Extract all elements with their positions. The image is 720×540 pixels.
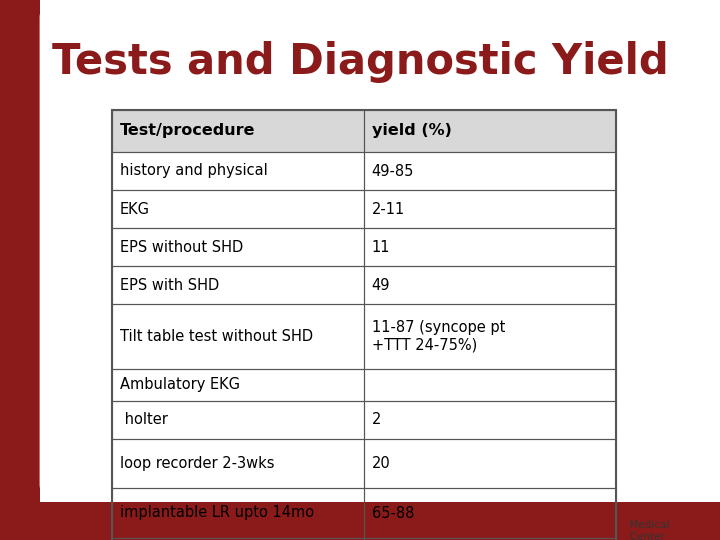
Bar xyxy=(364,266,616,304)
Bar xyxy=(112,266,364,304)
Bar xyxy=(364,401,616,439)
Bar xyxy=(112,401,364,439)
Bar xyxy=(112,110,364,152)
Text: EPS with SHD: EPS with SHD xyxy=(120,278,219,293)
Bar xyxy=(112,369,364,401)
Bar xyxy=(364,538,616,540)
Text: Ambulatory EKG: Ambulatory EKG xyxy=(120,377,240,392)
Text: 49-85: 49-85 xyxy=(372,164,414,179)
Text: Tilt table test without SHD: Tilt table test without SHD xyxy=(120,329,312,344)
Bar xyxy=(112,488,364,538)
Bar xyxy=(364,228,616,266)
Text: Tests and Diagnostic Yield: Tests and Diagnostic Yield xyxy=(52,41,668,83)
Text: Test/procedure: Test/procedure xyxy=(120,124,255,138)
Bar xyxy=(364,190,616,228)
Bar xyxy=(0,0,40,540)
Text: holter: holter xyxy=(120,413,168,427)
Text: 2: 2 xyxy=(372,413,381,427)
Bar xyxy=(364,304,616,369)
Bar xyxy=(0,502,720,540)
Text: EKG: EKG xyxy=(120,201,150,217)
Bar xyxy=(364,369,616,401)
Text: EPS without SHD: EPS without SHD xyxy=(120,240,243,254)
Text: 11: 11 xyxy=(372,240,390,254)
Text: implantable LR upto 14mo: implantable LR upto 14mo xyxy=(120,505,314,521)
Bar xyxy=(364,152,616,190)
Bar xyxy=(112,190,364,228)
Text: 2-11: 2-11 xyxy=(372,201,405,217)
Bar xyxy=(112,538,364,540)
Text: 65-88: 65-88 xyxy=(372,505,414,521)
Bar xyxy=(364,439,616,488)
Bar xyxy=(112,110,364,152)
Text: yield (%): yield (%) xyxy=(372,124,451,138)
Text: 20: 20 xyxy=(372,456,390,471)
Bar xyxy=(112,304,364,369)
Text: 49: 49 xyxy=(372,278,390,293)
Bar xyxy=(112,110,616,540)
Bar xyxy=(364,110,616,152)
Bar xyxy=(364,488,616,538)
Bar xyxy=(364,110,616,152)
Bar xyxy=(112,152,364,190)
FancyBboxPatch shape xyxy=(40,0,720,502)
Text: 11-87 (syncope pt
+TTT 24-75%): 11-87 (syncope pt +TTT 24-75%) xyxy=(372,320,505,353)
Bar xyxy=(112,228,364,266)
Bar xyxy=(112,439,364,488)
Text: loop recorder 2-3wks: loop recorder 2-3wks xyxy=(120,456,274,471)
Text: Medical
  Center: Medical Center xyxy=(623,520,669,540)
Bar xyxy=(40,0,720,484)
Bar xyxy=(58,484,720,502)
Text: history and physical: history and physical xyxy=(120,164,267,179)
